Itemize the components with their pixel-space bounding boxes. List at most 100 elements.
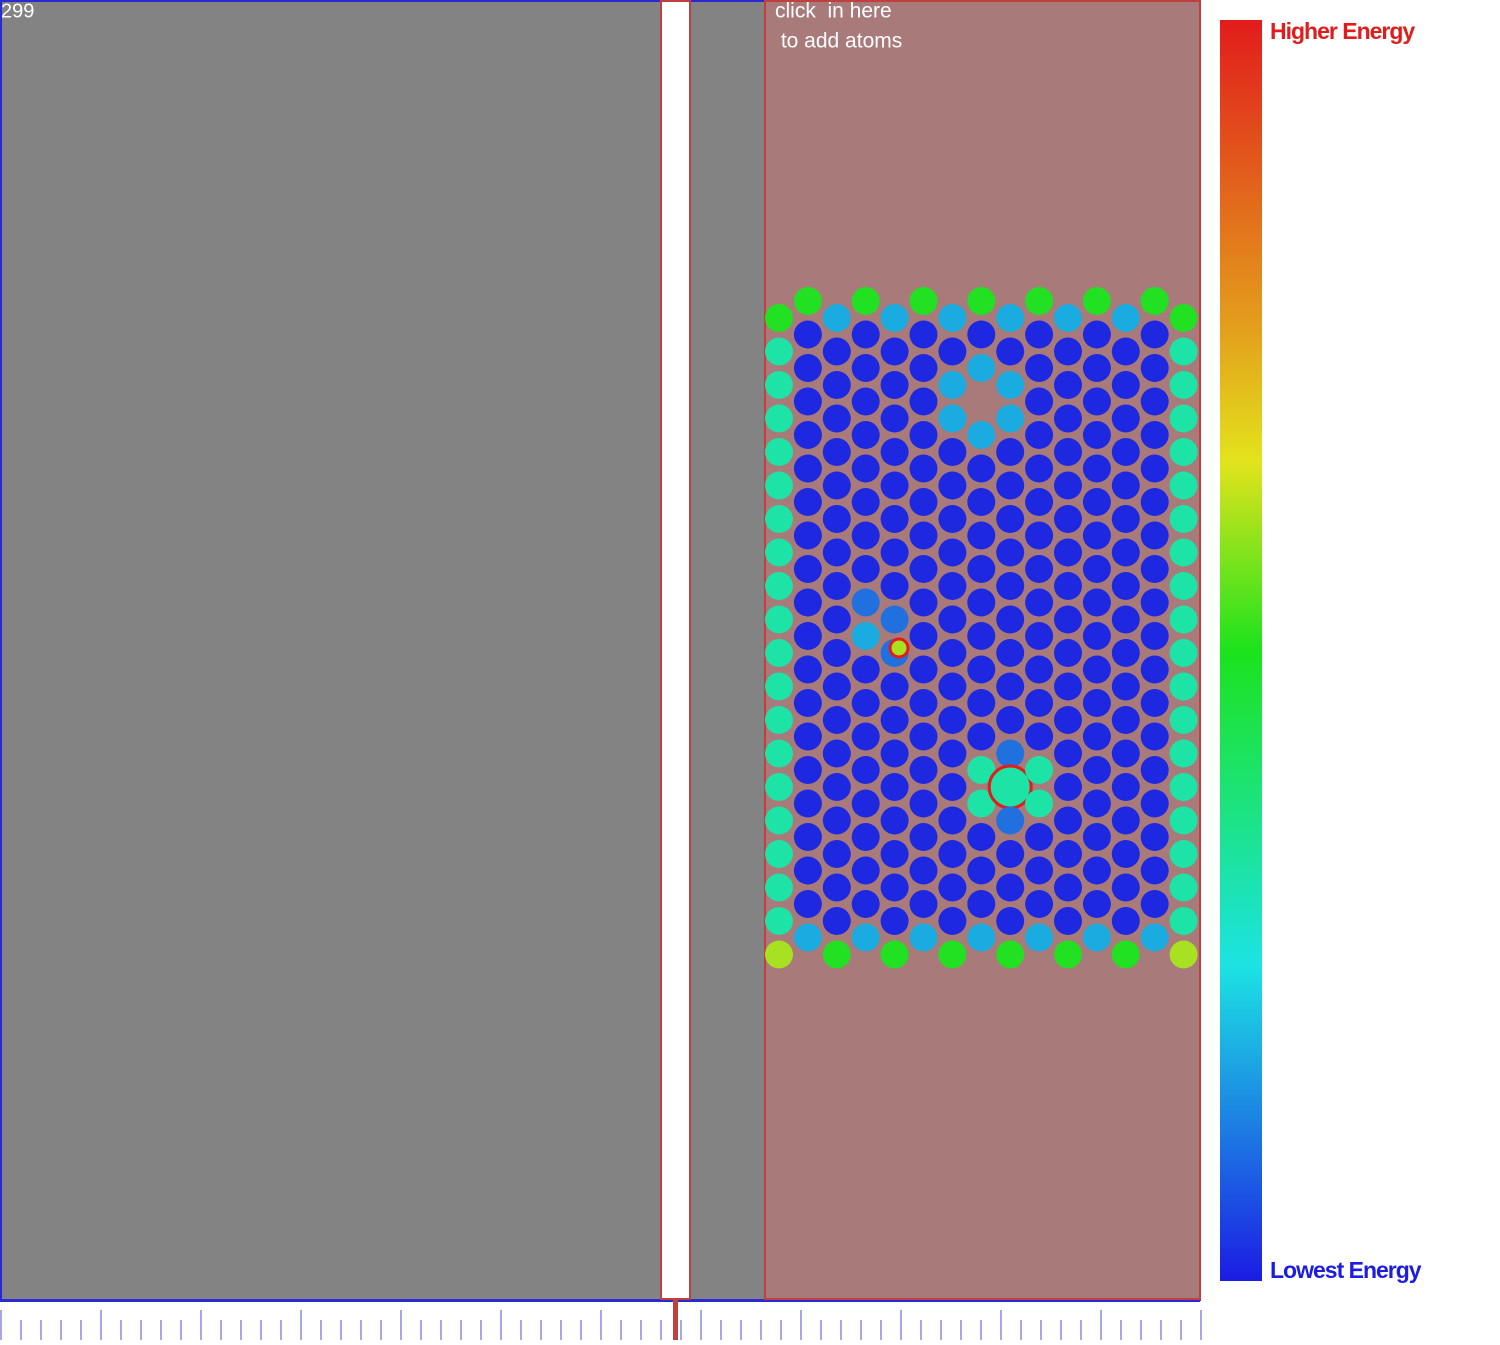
atom bbox=[851, 421, 880, 449]
atom bbox=[822, 739, 851, 768]
atom bbox=[1140, 823, 1169, 851]
atom bbox=[996, 840, 1025, 868]
atom bbox=[851, 856, 880, 885]
atom bbox=[1082, 521, 1111, 550]
atom bbox=[967, 287, 996, 315]
atom bbox=[1111, 538, 1140, 567]
atom bbox=[1082, 890, 1111, 918]
atom bbox=[880, 538, 909, 567]
atom bbox=[851, 722, 880, 751]
atom bbox=[822, 505, 851, 533]
slider-bar[interactable] bbox=[660, 0, 691, 1300]
atom bbox=[1140, 354, 1169, 382]
atom bbox=[1140, 421, 1169, 449]
atom bbox=[938, 572, 967, 600]
step-counter: 299 bbox=[1, 0, 34, 22]
atom bbox=[1140, 622, 1169, 650]
atom bbox=[1140, 756, 1169, 784]
atom bbox=[765, 605, 793, 634]
atom bbox=[1082, 454, 1111, 483]
atom bbox=[1054, 639, 1082, 667]
ruler bbox=[0, 1300, 1202, 1340]
atom bbox=[996, 505, 1025, 533]
atom-lattice bbox=[765, 287, 1198, 969]
atom bbox=[1111, 572, 1140, 600]
atom bbox=[765, 940, 793, 969]
atom bbox=[967, 756, 996, 784]
atom bbox=[967, 622, 996, 650]
atom bbox=[1082, 320, 1111, 349]
atom bbox=[793, 387, 822, 416]
atom bbox=[822, 337, 851, 366]
atom bbox=[1140, 655, 1169, 684]
atom bbox=[1025, 923, 1054, 952]
atom bbox=[938, 337, 967, 366]
atom bbox=[938, 773, 967, 801]
atom bbox=[822, 572, 851, 600]
atom bbox=[1169, 773, 1198, 801]
atom bbox=[909, 789, 938, 818]
atom bbox=[793, 722, 822, 751]
atom bbox=[880, 371, 909, 399]
atom bbox=[1025, 387, 1054, 416]
atom bbox=[938, 538, 967, 567]
atom bbox=[822, 873, 851, 902]
atom bbox=[822, 605, 851, 634]
atom bbox=[793, 756, 822, 784]
atom bbox=[1025, 421, 1054, 449]
atom bbox=[765, 873, 793, 902]
atom bbox=[1054, 371, 1082, 399]
atom bbox=[765, 538, 793, 567]
atom bbox=[1169, 739, 1198, 768]
atom bbox=[1169, 438, 1198, 466]
atom bbox=[1140, 689, 1169, 717]
atom bbox=[822, 538, 851, 567]
atom bbox=[938, 505, 967, 533]
atom bbox=[822, 371, 851, 399]
atom bbox=[765, 404, 793, 433]
atom bbox=[1140, 521, 1169, 550]
atom bbox=[1082, 689, 1111, 717]
atom bbox=[765, 371, 793, 399]
atom bbox=[793, 320, 822, 349]
atom bbox=[851, 622, 880, 650]
atom bbox=[822, 940, 851, 969]
atom bbox=[1054, 337, 1082, 366]
atom bbox=[909, 622, 938, 650]
atom bbox=[909, 823, 938, 851]
atom bbox=[967, 689, 996, 717]
atom bbox=[1054, 505, 1082, 533]
atom bbox=[909, 521, 938, 550]
atom bbox=[1082, 823, 1111, 851]
atom bbox=[1111, 371, 1140, 399]
atom bbox=[967, 789, 996, 818]
atom bbox=[1025, 622, 1054, 650]
atom bbox=[1140, 320, 1169, 349]
atom bbox=[851, 923, 880, 952]
atom bbox=[880, 706, 909, 734]
atom bbox=[765, 438, 793, 466]
atom bbox=[996, 538, 1025, 567]
atom bbox=[987, 764, 1033, 810]
atom bbox=[1054, 572, 1082, 600]
atom bbox=[1111, 605, 1140, 634]
atom bbox=[909, 454, 938, 483]
atom bbox=[938, 605, 967, 634]
atom bbox=[1054, 706, 1082, 734]
atom bbox=[1169, 639, 1198, 667]
atom bbox=[938, 471, 967, 500]
atom bbox=[909, 689, 938, 717]
atom bbox=[909, 756, 938, 784]
atom bbox=[1082, 722, 1111, 751]
atom bbox=[765, 840, 793, 868]
atom bbox=[1025, 354, 1054, 382]
atom bbox=[822, 840, 851, 868]
atom bbox=[938, 940, 967, 969]
atom bbox=[1169, 471, 1198, 500]
atom bbox=[851, 789, 880, 818]
atom bbox=[793, 421, 822, 449]
atom bbox=[1082, 488, 1111, 516]
atom bbox=[1111, 304, 1140, 332]
